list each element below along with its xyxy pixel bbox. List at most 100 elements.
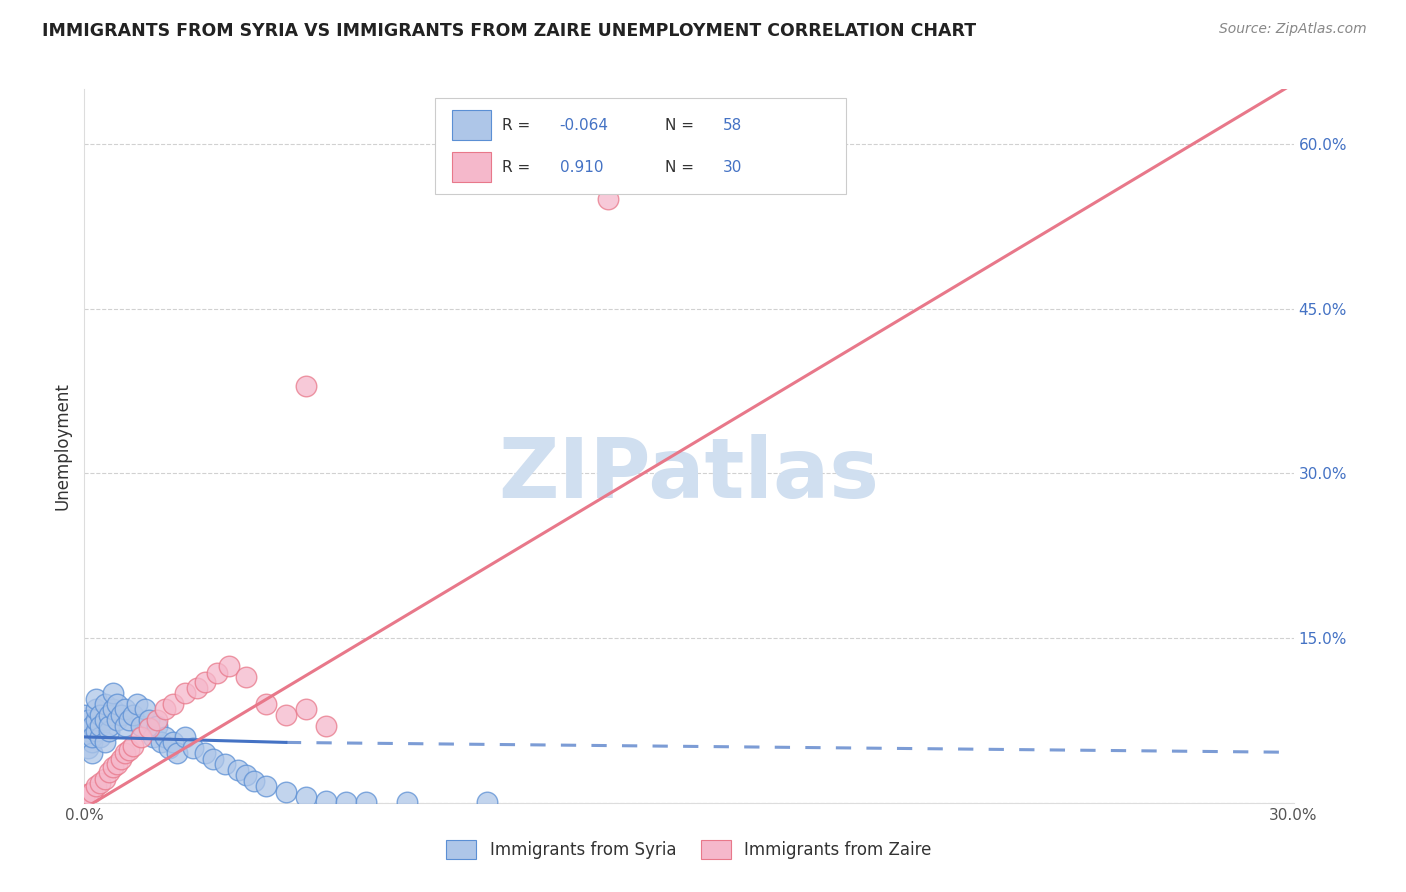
Point	[105, 714, 128, 728]
Point	[295, 702, 318, 716]
Point	[138, 714, 160, 728]
Point	[86, 691, 108, 706]
Text: -0.064: -0.064	[560, 118, 609, 133]
FancyBboxPatch shape	[451, 153, 491, 182]
Point	[82, 719, 104, 733]
Point	[73, 730, 96, 744]
Text: R =: R =	[502, 118, 534, 133]
Point	[477, 795, 499, 809]
Point	[274, 708, 297, 723]
Point	[356, 795, 378, 809]
Text: 0.910: 0.910	[560, 160, 603, 175]
FancyBboxPatch shape	[434, 98, 846, 194]
Point	[395, 795, 418, 809]
Legend: Immigrants from Syria, Immigrants from Zaire: Immigrants from Syria, Immigrants from Z…	[440, 833, 938, 866]
Point	[149, 735, 172, 749]
Point	[125, 697, 148, 711]
Point	[105, 757, 128, 772]
Point	[73, 708, 96, 723]
Point	[77, 787, 100, 801]
Point	[153, 730, 176, 744]
Point	[129, 719, 152, 733]
Point	[235, 669, 257, 683]
Point	[118, 743, 141, 757]
Point	[121, 739, 143, 753]
Point	[235, 768, 257, 782]
Point	[86, 714, 108, 728]
Point	[207, 666, 229, 681]
Text: IMMIGRANTS FROM SYRIA VS IMMIGRANTS FROM ZAIRE UNEMPLOYMENT CORRELATION CHART: IMMIGRANTS FROM SYRIA VS IMMIGRANTS FROM…	[42, 22, 976, 40]
Point	[101, 686, 124, 700]
Point	[146, 719, 169, 733]
Point	[174, 730, 197, 744]
Point	[153, 702, 176, 716]
Text: 58: 58	[723, 118, 742, 133]
Point	[82, 747, 104, 761]
Point	[82, 730, 104, 744]
Point	[82, 785, 104, 799]
Point	[89, 708, 111, 723]
Point	[598, 192, 620, 206]
Point	[97, 708, 120, 723]
Point	[101, 702, 124, 716]
Point	[134, 702, 156, 716]
Point	[242, 773, 264, 788]
Point	[274, 785, 297, 799]
Point	[77, 724, 100, 739]
Point	[110, 752, 132, 766]
Point	[121, 708, 143, 723]
Y-axis label: Unemployment: Unemployment	[53, 382, 72, 510]
FancyBboxPatch shape	[451, 111, 491, 140]
Point	[114, 719, 136, 733]
Point	[89, 719, 111, 733]
Point	[214, 757, 236, 772]
Point	[114, 702, 136, 716]
Point	[77, 740, 100, 755]
Point	[97, 765, 120, 780]
Point	[295, 790, 318, 805]
Point	[202, 752, 225, 766]
Point	[89, 776, 111, 790]
Point	[82, 735, 104, 749]
Point	[226, 763, 249, 777]
Point	[97, 724, 120, 739]
Point	[118, 714, 141, 728]
Point	[254, 780, 277, 794]
Point	[86, 702, 108, 716]
Text: 30: 30	[723, 160, 742, 175]
Point	[157, 740, 180, 755]
Point	[254, 697, 277, 711]
Text: N =: N =	[665, 118, 699, 133]
Point	[93, 735, 115, 749]
Point	[194, 747, 217, 761]
Point	[335, 795, 357, 809]
Point	[181, 740, 204, 755]
Point	[105, 697, 128, 711]
Point	[86, 724, 108, 739]
Point	[93, 714, 115, 728]
Point	[97, 719, 120, 733]
Point	[146, 714, 169, 728]
Point	[77, 714, 100, 728]
Point	[138, 721, 160, 735]
Point	[194, 675, 217, 690]
Point	[174, 686, 197, 700]
Point	[129, 730, 152, 744]
Point	[86, 780, 108, 794]
Point	[315, 719, 337, 733]
Point	[186, 681, 208, 695]
Point	[218, 658, 240, 673]
Point	[73, 790, 96, 805]
Text: Source: ZipAtlas.com: Source: ZipAtlas.com	[1219, 22, 1367, 37]
Point	[315, 794, 337, 808]
Text: ZIPatlas: ZIPatlas	[499, 434, 879, 515]
Point	[101, 759, 124, 773]
Point	[114, 747, 136, 761]
Point	[93, 697, 115, 711]
Point	[166, 747, 188, 761]
Point	[142, 730, 165, 744]
Point	[89, 730, 111, 744]
Point	[295, 378, 318, 392]
Point	[162, 735, 184, 749]
Point	[93, 772, 115, 786]
